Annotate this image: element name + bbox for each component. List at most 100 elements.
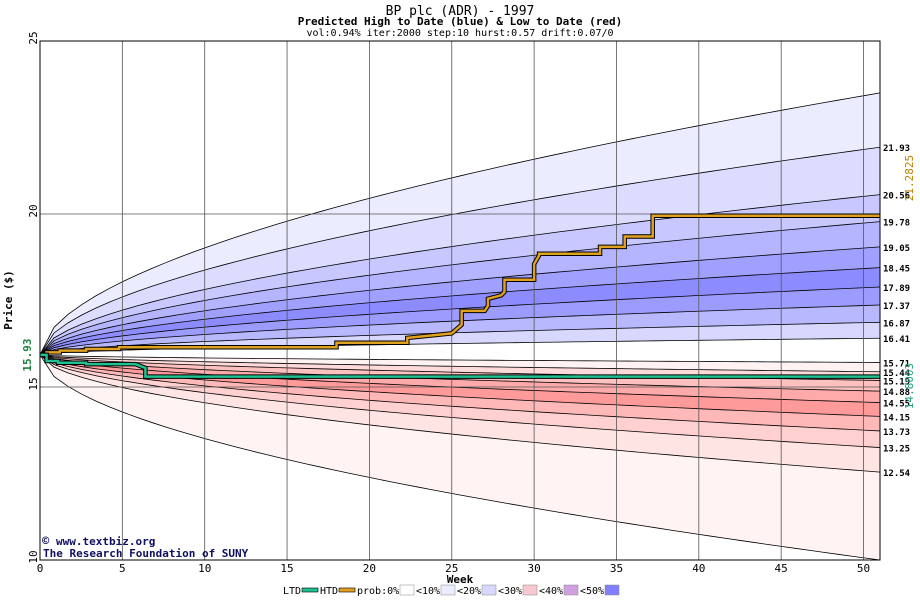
x-tick-label: 35 [610, 562, 623, 575]
band-value-label: 15.71 [883, 359, 910, 369]
legend-label: <20% [457, 586, 481, 597]
legend-label: HTD [320, 586, 338, 597]
legend-swatch [440, 584, 456, 596]
legend: LTD HTD prob:0% <10% <20% <30% <40% <50% [283, 584, 620, 597]
x-tick-label: 45 [775, 562, 788, 575]
band-boundary [39, 321, 881, 356]
legend-line-swatch [301, 587, 319, 593]
y-tick-label: 15 [27, 377, 40, 390]
series-lines [40, 213, 880, 379]
prob-band [40, 354, 880, 392]
band-value-label: 16.87 [883, 319, 910, 329]
chart-subtitle: Predicted High to Date (blue) & Low to D… [298, 15, 623, 28]
band-value-label: 19.78 [883, 219, 910, 229]
x-tick-label: 30 [527, 562, 540, 575]
probability-bands [39, 41, 881, 561]
ltd-line [40, 353, 880, 378]
y-tick-label: 20 [27, 204, 40, 217]
x-tick-label: 5 [119, 562, 126, 575]
x-tick-label: 0 [37, 562, 44, 575]
band-value-label: 19.05 [883, 244, 910, 254]
legend-label: <10% [416, 586, 440, 597]
legend-label: prob:0% [357, 586, 399, 597]
prob-band [40, 354, 880, 560]
prob-band [40, 338, 880, 363]
band-value-label: 20.56 [883, 192, 910, 202]
y-tick-label: 10 [27, 550, 40, 563]
band-boundary [39, 354, 881, 432]
x-tick-label: 15 [280, 562, 293, 575]
prob-band [40, 194, 880, 355]
x-axis-label: Week [447, 573, 474, 586]
band-value-label: 18.45 [883, 265, 910, 275]
y-axis-label: Price ($) [2, 270, 15, 330]
band-boundary [39, 146, 881, 356]
band-boundary [39, 354, 881, 392]
prob-band [40, 354, 880, 417]
band-boundary [39, 354, 881, 561]
axes: 0 5 10 15 20 25 30 35 40 45 50 10 15 20 25 [27, 31, 881, 575]
legend-swatch [399, 584, 415, 596]
prob-band [40, 147, 880, 355]
x-tick-label: 20 [363, 562, 376, 575]
band-boundary [39, 354, 881, 363]
band-value-label: 14.15 [883, 413, 910, 423]
prob-band [40, 354, 880, 403]
prob-band [40, 354, 880, 473]
legend-swatch [522, 584, 538, 596]
chart-params: vol:0.94% iter:2000 step:10 hurst:0.57 d… [306, 28, 613, 39]
band-boundary [39, 267, 881, 356]
x-tick-label: 25 [445, 562, 458, 575]
band-boundary [39, 221, 881, 356]
prob-band [40, 287, 880, 355]
band-value-label: 17.37 [883, 302, 910, 312]
band-boundary [39, 354, 881, 448]
band-value-label: 14.55 [883, 400, 910, 410]
band-boundary [39, 246, 881, 356]
plot-frame [39, 40, 881, 561]
band-boundary [39, 354, 881, 473]
legend-label: <50% [580, 586, 604, 597]
band-value-label: 13.73 [883, 428, 910, 438]
band-boundary [39, 194, 881, 356]
x-tick-label: 10 [198, 562, 211, 575]
legend-swatch [481, 584, 497, 596]
prob-band [40, 92, 880, 355]
legend-label: <40% [539, 586, 563, 597]
prob-band [40, 354, 880, 448]
prob-band [40, 221, 880, 355]
watermark-line-1: www.textbiz.org [56, 535, 155, 548]
chart-labels: 21.93 20.56 19.78 19.05 18.45 17.89 17.37 16.87… [883, 144, 911, 479]
htd-line [40, 214, 880, 357]
prob-band [40, 354, 880, 372]
band-value-label: 13.25 [883, 445, 910, 455]
x-tick-label: 40 [692, 562, 705, 575]
copyright-icon: © [42, 534, 50, 548]
band-value-label: 17.89 [883, 284, 910, 294]
x-tick-label: 50 [857, 562, 870, 575]
prob-band [40, 246, 880, 355]
band-value-label: 12.54 [883, 469, 911, 479]
y-tick-label: 25 [27, 31, 40, 44]
ltd-final-label: 14.8003 [903, 363, 916, 409]
legend-line-swatch [338, 587, 356, 593]
prob-band [40, 304, 880, 355]
band-value-label: 21.93 [883, 144, 910, 154]
band-value-label: 15.44 [883, 369, 911, 379]
band-boundary [39, 92, 881, 356]
legend-label: LTD [283, 586, 301, 597]
prob-band [40, 354, 880, 431]
start-price-label: 15.93 [21, 338, 34, 371]
band-value-label: 16.41 [883, 335, 910, 345]
watermark-line-2: The Research Foundation of SUNY [43, 547, 249, 560]
htd-final-label: 21.2825 [903, 155, 916, 201]
band-value-label: 15.19 [883, 377, 910, 387]
prob-band [40, 354, 880, 381]
band-boundary [39, 286, 881, 356]
band-value-label: 14.88 [883, 388, 910, 398]
band-boundary [39, 354, 881, 403]
legend-swatch [604, 584, 620, 596]
band-boundary [39, 354, 881, 373]
